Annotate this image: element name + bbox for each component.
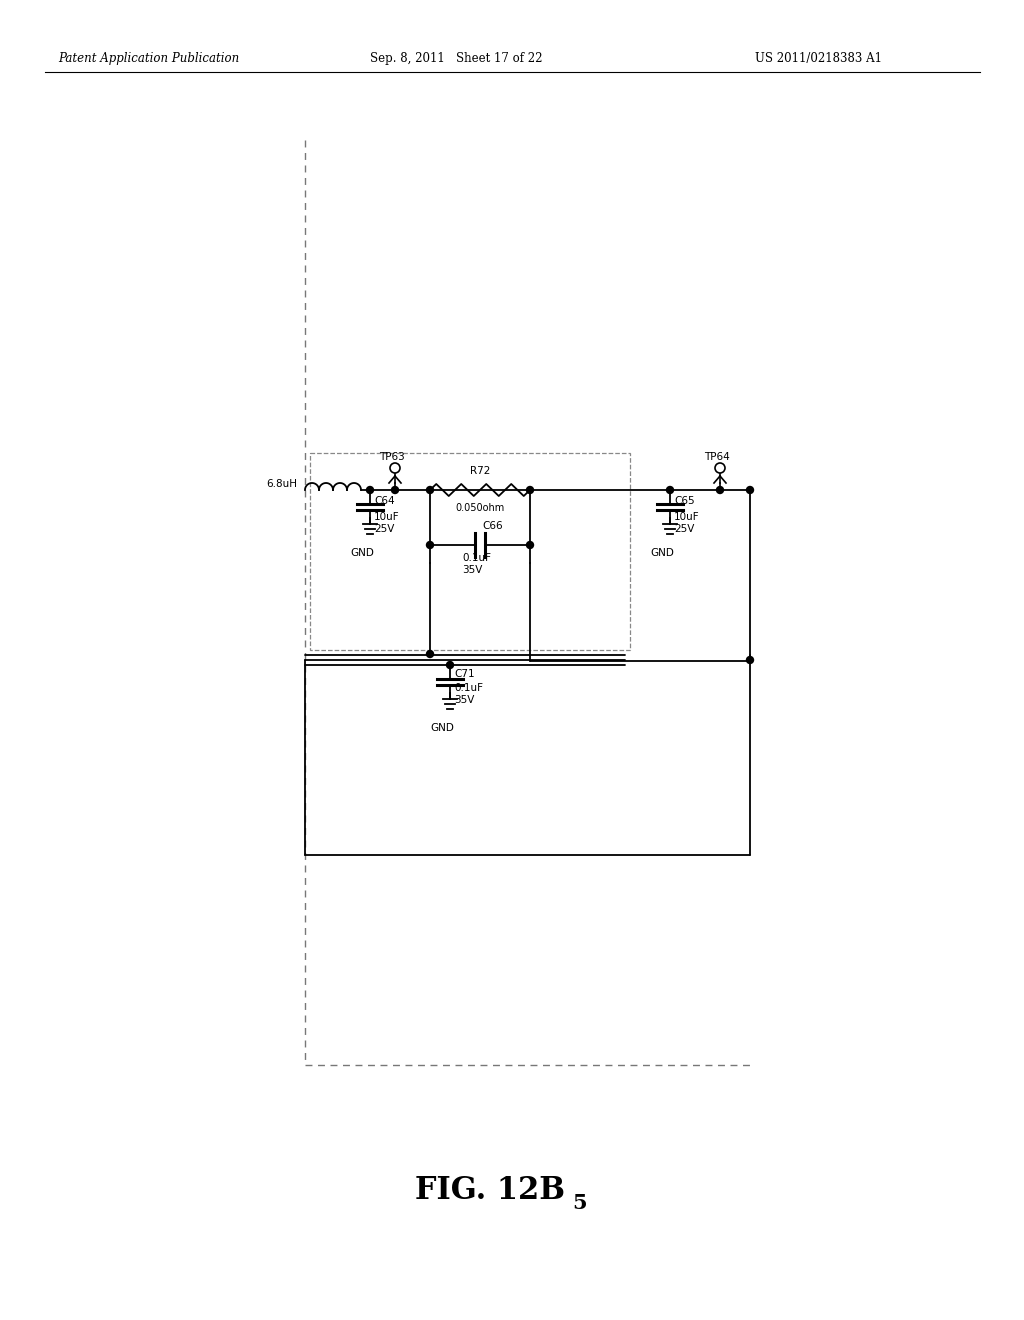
Circle shape <box>390 463 400 473</box>
Circle shape <box>667 487 674 494</box>
Text: C65: C65 <box>674 496 694 506</box>
Circle shape <box>367 487 374 494</box>
Text: R72: R72 <box>470 466 490 477</box>
Circle shape <box>746 487 754 494</box>
Bar <box>310 453 630 649</box>
Circle shape <box>526 541 534 549</box>
Text: Patent Application Publication: Patent Application Publication <box>58 51 240 65</box>
Text: Sep. 8, 2011   Sheet 17 of 22: Sep. 8, 2011 Sheet 17 of 22 <box>370 51 543 65</box>
Circle shape <box>446 661 454 668</box>
Circle shape <box>717 487 724 494</box>
Circle shape <box>427 651 433 657</box>
Text: GND: GND <box>350 548 374 558</box>
Text: US 2011/0218383 A1: US 2011/0218383 A1 <box>755 51 882 65</box>
Text: 35V: 35V <box>454 696 474 705</box>
Text: 25V: 25V <box>674 524 694 535</box>
Text: TP63: TP63 <box>379 451 404 462</box>
Circle shape <box>427 541 433 549</box>
Text: 0.1uF: 0.1uF <box>462 553 490 564</box>
Text: FIG. 12B: FIG. 12B <box>415 1175 565 1206</box>
Text: 35V: 35V <box>462 565 482 576</box>
Text: GND: GND <box>650 548 674 558</box>
Text: 5: 5 <box>572 1193 587 1213</box>
Text: GND: GND <box>430 723 454 733</box>
Text: 0.050ohm: 0.050ohm <box>456 503 505 513</box>
Text: 10uF: 10uF <box>374 512 399 521</box>
Circle shape <box>391 487 398 494</box>
Text: C64: C64 <box>374 496 394 506</box>
Circle shape <box>715 463 725 473</box>
Circle shape <box>526 487 534 494</box>
Text: 25V: 25V <box>374 524 394 535</box>
Text: C66: C66 <box>482 521 503 531</box>
Text: 6.8uH: 6.8uH <box>266 479 297 488</box>
Circle shape <box>746 656 754 664</box>
Text: 10uF: 10uF <box>674 512 699 521</box>
Text: TP64: TP64 <box>705 451 730 462</box>
Text: C71: C71 <box>454 669 475 678</box>
Circle shape <box>427 487 433 494</box>
Text: 0.1uF: 0.1uF <box>454 682 483 693</box>
